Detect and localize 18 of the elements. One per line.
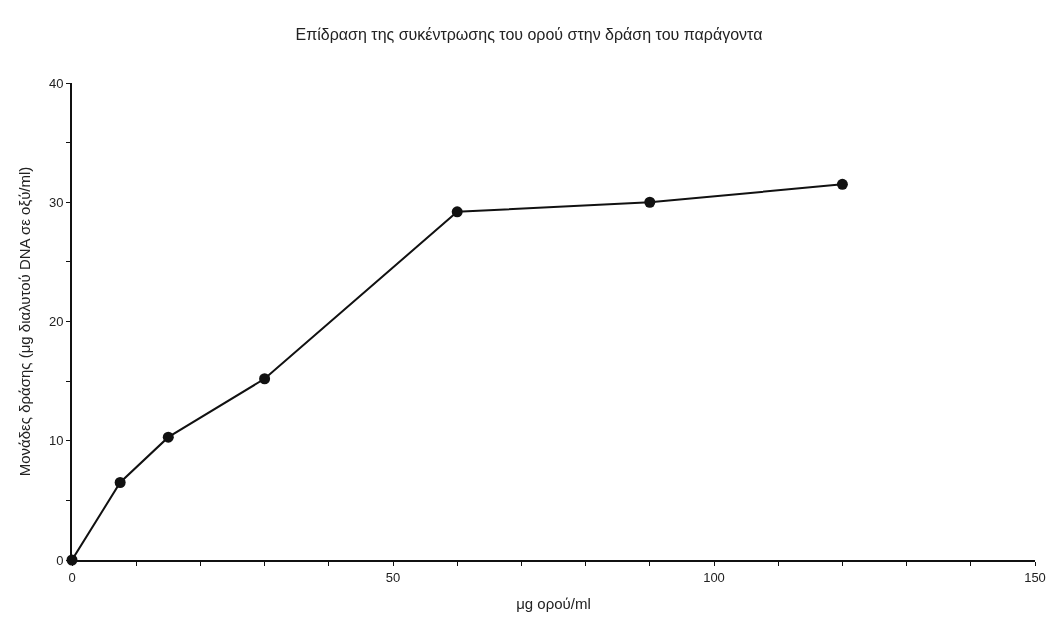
y-tick-label: 10 <box>48 433 64 449</box>
y-tick-label: 20 <box>48 314 64 330</box>
x-tick-label: 50 <box>385 569 401 585</box>
y-tick-label: 40 <box>48 75 64 91</box>
point <box>451 206 463 218</box>
chart-title: Επίδραση της συκέντρωσης του ορού στην δράση του παράγοντα <box>295 25 763 43</box>
x-axis-title: μg ορού/ml <box>516 595 591 613</box>
point <box>644 196 656 208</box>
y-axis-title: Μονάδες δράσης (μg διαλυτού DNA σε οξύ/ml) <box>15 166 33 477</box>
point <box>162 431 174 443</box>
y-tick-label: 30 <box>48 194 64 210</box>
point <box>836 178 848 190</box>
x-tick-label: 150 <box>1024 569 1046 585</box>
point <box>114 476 126 488</box>
point <box>259 373 271 385</box>
x-tick-label: 0 <box>68 569 76 585</box>
y-tick-label: 0 <box>56 552 64 568</box>
x-tick-label: 100 <box>703 569 725 585</box>
